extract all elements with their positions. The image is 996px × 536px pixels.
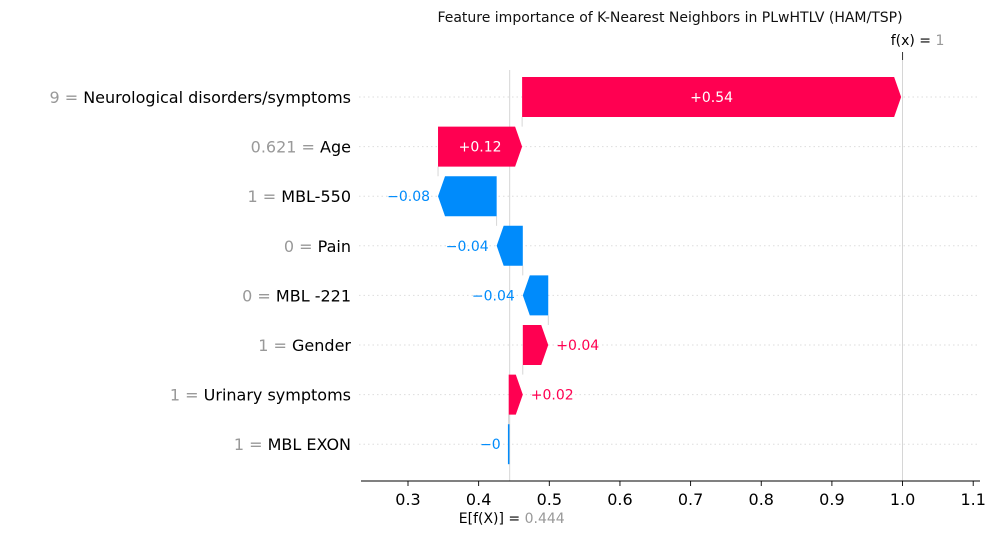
contribution-label: −0.08 [387, 189, 430, 205]
x-tick-label: 0.7 [678, 490, 703, 509]
contribution-label: +0.54 [690, 90, 733, 106]
x-tick-label: 0.8 [749, 490, 774, 509]
feature-label: 0.621 = Age [251, 138, 351, 157]
feature-value: 0 = [284, 237, 318, 256]
contribution-label: −0.04 [446, 239, 489, 255]
feature-label: 9 = Neurological disorders/symptoms [49, 88, 351, 107]
feature-label: 1 = Urinary symptoms [170, 386, 351, 405]
contribution-label: +0.12 [459, 140, 502, 156]
feature-labels: +0.54 9 = Neurological disorders/symptoms… [49, 88, 733, 454]
feature-bar [438, 126, 523, 167]
feature-bar [496, 225, 523, 266]
output-value-number: 1 [935, 33, 944, 49]
feature-label: 1 = MBL EXON [234, 435, 351, 454]
feature-name: MBL -221 [276, 286, 351, 305]
contribution-label: −0 [480, 437, 501, 453]
feature-name: Age [320, 138, 351, 157]
x-tick-label: 1.0 [890, 490, 915, 509]
output-value-prefix: f(x) = [891, 33, 936, 49]
x-tick-label: 0.5 [537, 490, 562, 509]
feature-value: 0 = [242, 286, 276, 305]
base-value-number: 0.444 [525, 511, 565, 527]
x-tick-label: 0.3 [395, 490, 420, 509]
contribution-label: +0.04 [556, 338, 599, 354]
feature-value: 0.621 = [251, 138, 320, 157]
feature-name: Pain [318, 237, 351, 256]
feature-value: 1 = [234, 435, 268, 454]
feature-name: Urinary symptoms [204, 386, 351, 405]
feature-name: Gender [292, 336, 351, 355]
x-tick-label: 0.6 [607, 490, 632, 509]
contribution-label: −0.04 [472, 288, 515, 304]
feature-label: 1 = Gender [258, 336, 351, 355]
feature-label: 0 = MBL -221 [242, 286, 351, 305]
base-value-prefix: E[f(X)] = [459, 511, 525, 527]
feature-value: 1 = [248, 187, 282, 206]
feature-value: 1 = [258, 336, 292, 355]
contribution-label: +0.02 [531, 388, 574, 404]
feature-bar [522, 275, 549, 316]
feature-bar [508, 374, 523, 415]
x-tick-label: 0.4 [466, 490, 491, 509]
feature-bar [522, 77, 902, 117]
feature-value: 9 = [49, 88, 83, 107]
feature-label: 0 = Pain [284, 237, 351, 256]
chart-title: Feature importance of K-Nearest Neighbor… [437, 10, 902, 26]
feature-name: MBL-550 [281, 187, 351, 206]
feature-value: 1 = [170, 386, 204, 405]
output-value-label: f(x) = 1 [891, 33, 945, 49]
x-axis: 0.3 0.4 0.5 0.6 0.7 0.8 0.9 1.0 1.1 E[f(X)] = 0.4… [361, 33, 986, 527]
x-tick-label: 1.1 [960, 490, 985, 509]
feature-bar [438, 176, 497, 217]
feature-label: 1 = MBL-550 [248, 187, 352, 206]
feature-bar [507, 424, 510, 465]
feature-bar [522, 325, 549, 365]
feature-name: MBL EXON [268, 435, 351, 454]
feature-name: Neurological disorders/symptoms [83, 88, 351, 107]
base-value-label: E[f(X)] = 0.444 [459, 511, 565, 527]
feature-bars [438, 77, 902, 465]
x-tick-label: 0.9 [819, 490, 844, 509]
